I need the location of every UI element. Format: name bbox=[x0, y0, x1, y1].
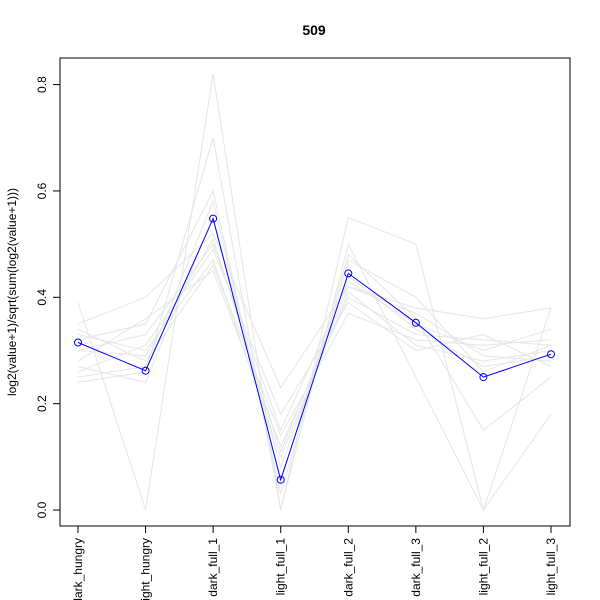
highlight-series-line bbox=[77, 217, 552, 482]
background-series-line-2 bbox=[77, 232, 552, 389]
y-axis: 0.0 0.2 0.4 0.6 0.8 bbox=[35, 76, 61, 518]
background-series-line-8 bbox=[77, 215, 552, 470]
highlight-point-5 bbox=[411, 318, 420, 327]
x-tick-label-0: dark_hungry bbox=[71, 538, 85, 600]
y-tick-label-3: 0.6 bbox=[35, 182, 49, 199]
background-series-line-10 bbox=[77, 248, 552, 416]
background-series-group bbox=[77, 73, 552, 512]
highlight-point-3 bbox=[276, 475, 285, 484]
plot-frame bbox=[59, 57, 571, 527]
y-axis-label: log2(value+1)/sqrt(sum(log2(value+1))) bbox=[5, 188, 19, 396]
highlight-point-4 bbox=[344, 269, 353, 278]
x-tick-label-4: dark_full_2 bbox=[341, 538, 355, 597]
highlight-point-2 bbox=[209, 214, 218, 223]
highlight-point-0 bbox=[74, 338, 82, 347]
background-series-line-1 bbox=[77, 137, 552, 511]
x-tick-label-7: light_full_3 bbox=[544, 538, 558, 596]
x-tick-label-3: light_full_1 bbox=[274, 538, 288, 596]
background-series-line-11 bbox=[77, 237, 552, 453]
highlight-point-1 bbox=[141, 366, 150, 375]
highlight-point-7 bbox=[547, 350, 555, 359]
x-axis: dark_hungry light_hungry dark_full_1 light_… bbox=[71, 525, 558, 600]
highlight-point-6 bbox=[479, 373, 488, 382]
chart-title: 509 bbox=[302, 22, 326, 38]
y-tick-label-2: 0.4 bbox=[35, 289, 49, 306]
background-series-line-3 bbox=[77, 243, 552, 432]
background-series-line-0 bbox=[77, 73, 552, 512]
y-tick-label-1: 0.2 bbox=[35, 395, 49, 412]
background-series-line-6 bbox=[77, 199, 552, 486]
x-tick-label-2: dark_full_1 bbox=[206, 538, 220, 597]
x-tick-label-5: dark_full_3 bbox=[409, 538, 423, 597]
y-tick-label-4: 0.8 bbox=[35, 76, 49, 93]
background-series-line-9 bbox=[77, 189, 552, 495]
x-tick-label-1: light_hungry bbox=[139, 538, 153, 600]
x-tick-label-6: light_full_2 bbox=[476, 538, 490, 596]
y-tick-label-0: 0.0 bbox=[35, 501, 49, 518]
highlight-series-group bbox=[74, 214, 555, 484]
